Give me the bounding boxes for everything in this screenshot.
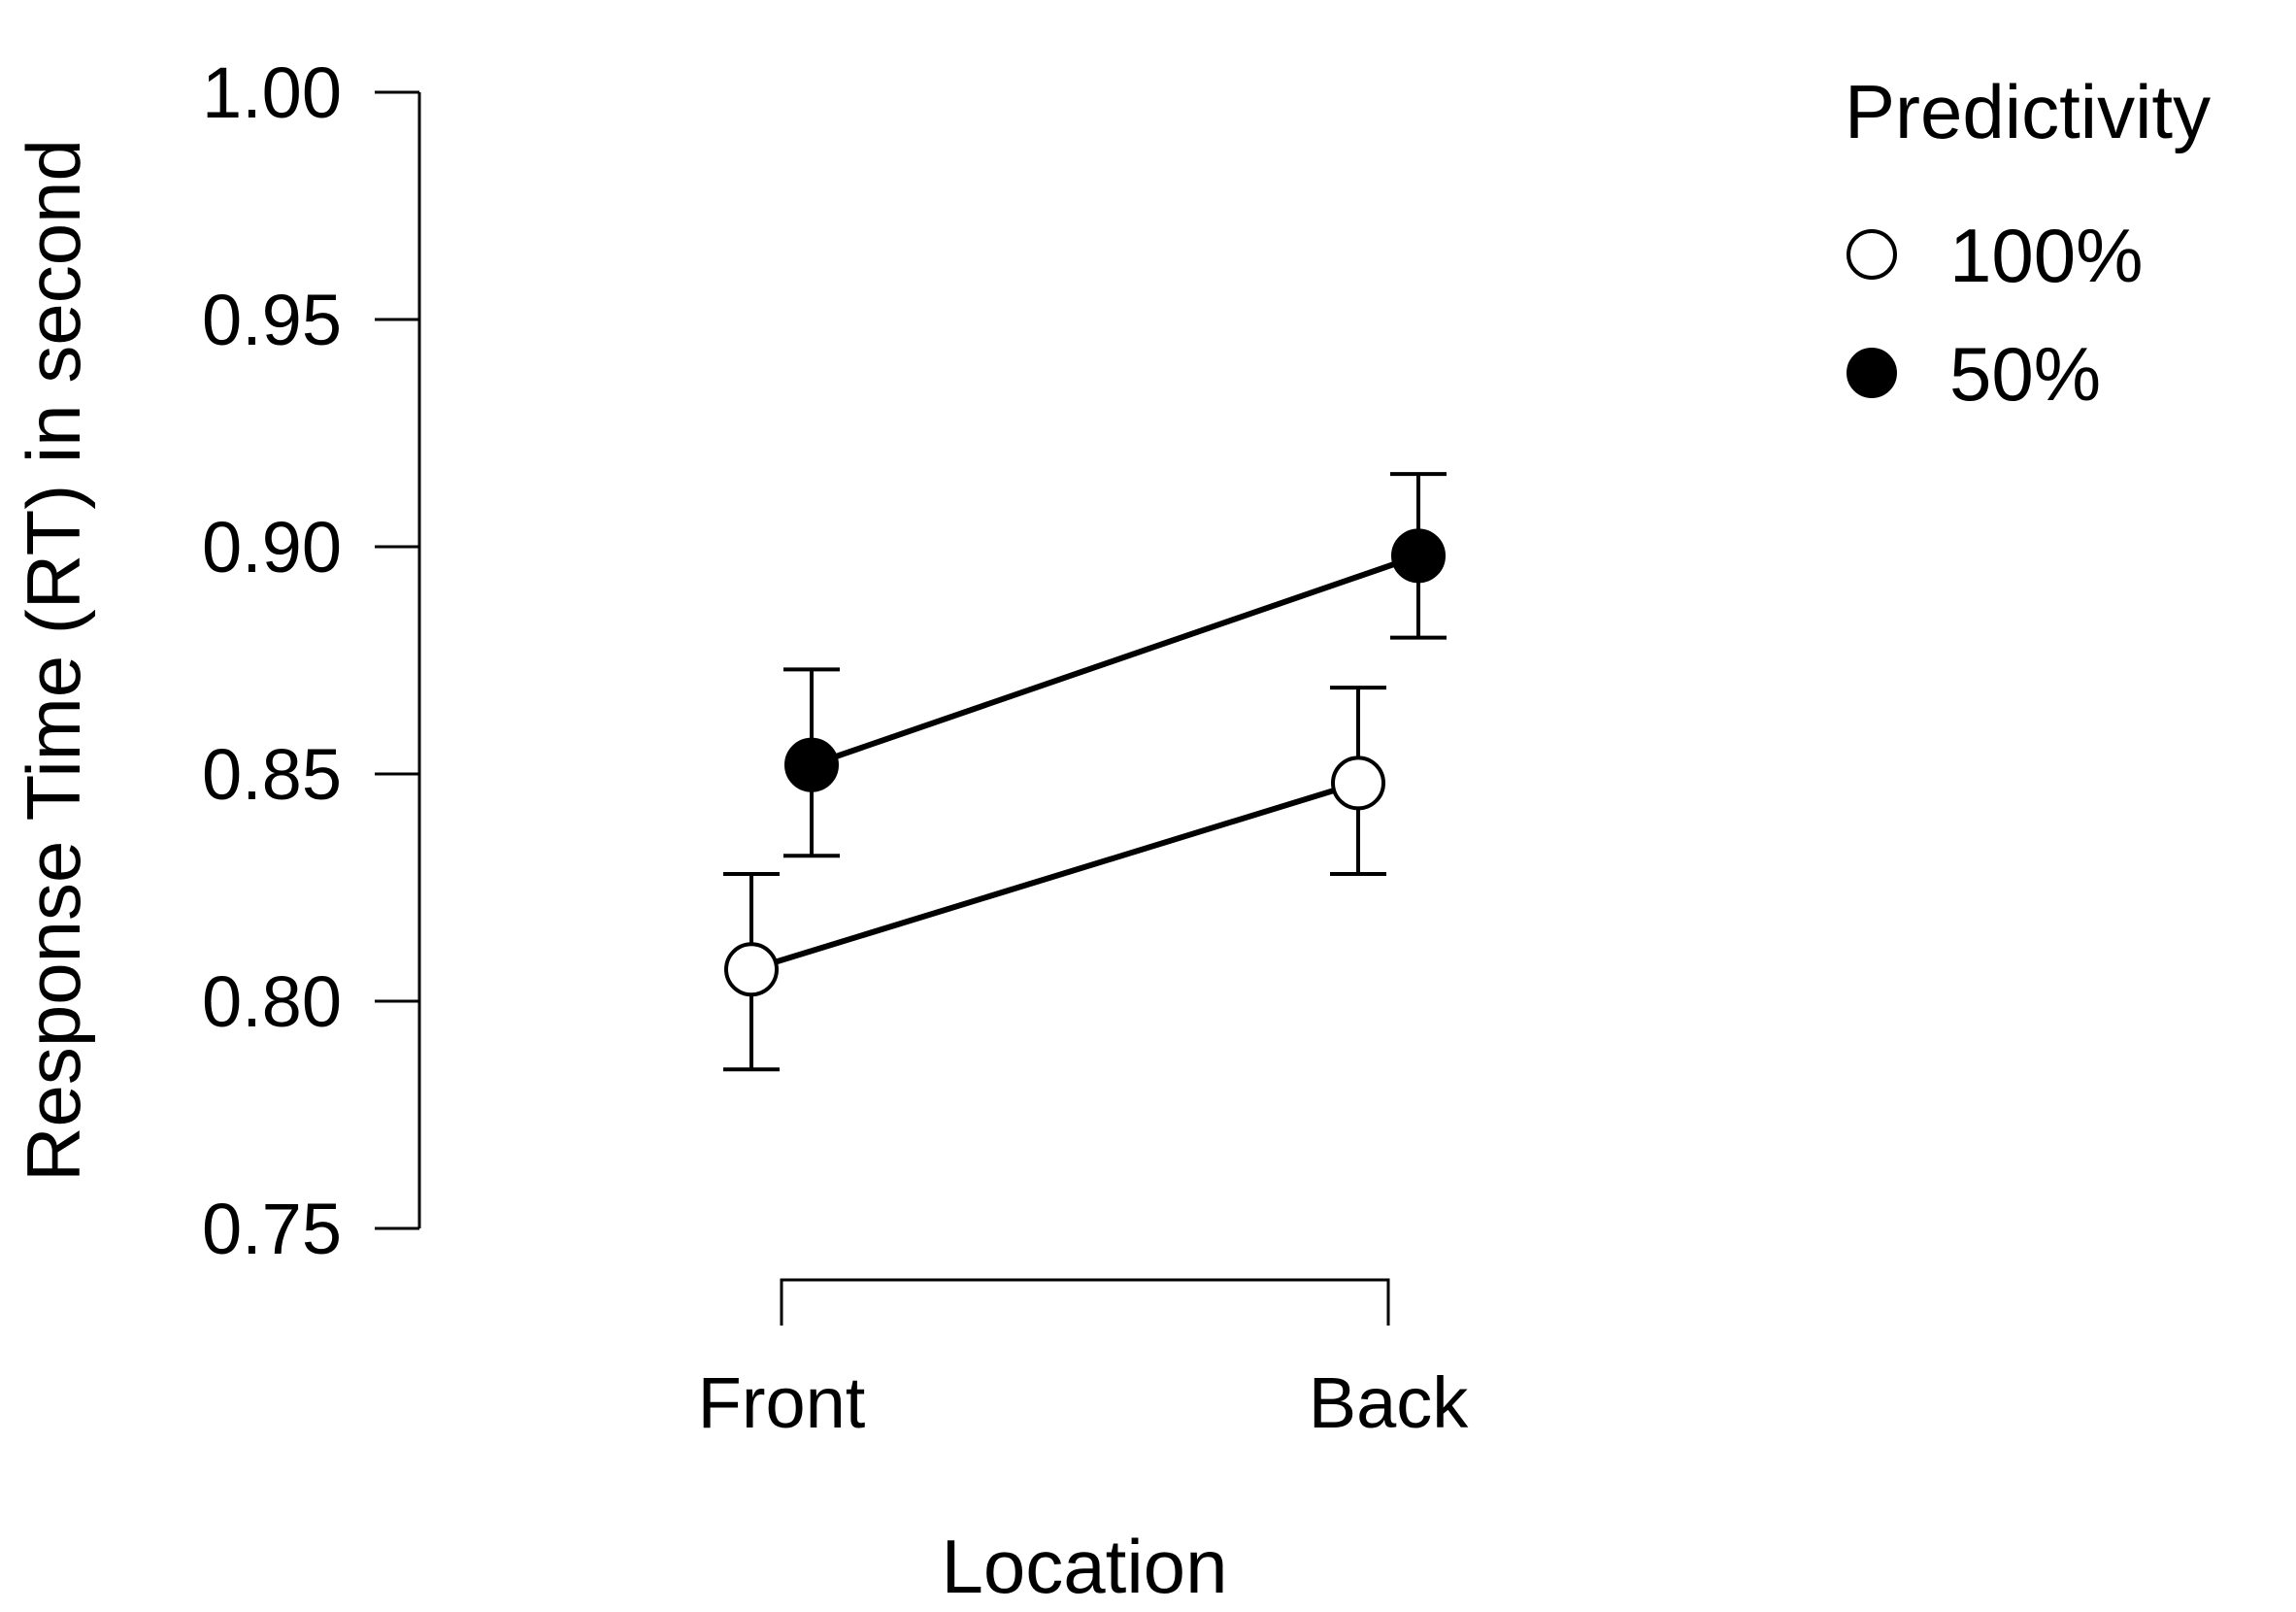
x-axis-line — [780, 1278, 1390, 1326]
x-tick-label: Front — [698, 1362, 866, 1443]
legend: Predictivity 100% 50% — [1845, 69, 2211, 417]
legend-entries: 100% 50% — [1847, 213, 2144, 417]
y-tick-label: 0.90 — [202, 507, 342, 588]
y-tick-label: 1.00 — [202, 52, 342, 133]
legend-label: 100% — [1949, 213, 2144, 298]
x-axis-ticks: Front Back — [698, 1362, 1470, 1443]
legend-title: Predictivity — [1845, 69, 2211, 154]
data-point — [1391, 528, 1446, 584]
series-2 — [783, 472, 1447, 858]
y-tick-label: 0.80 — [202, 961, 342, 1042]
data-point — [724, 942, 779, 997]
y-axis-ticks: 0.75 0.80 0.85 0.90 0.95 1.00 — [202, 52, 419, 1269]
legend-marker — [1847, 348, 1897, 398]
series-1 — [723, 686, 1386, 1072]
x-tick-label: Back — [1309, 1362, 1470, 1443]
y-tick-label: 0.95 — [202, 280, 342, 360]
series-line — [750, 780, 1359, 973]
y-tick-label: 0.75 — [202, 1189, 342, 1269]
series-group — [723, 472, 1447, 1072]
legend-marker — [1847, 229, 1897, 280]
data-point — [784, 737, 839, 792]
series-line — [811, 553, 1419, 768]
y-tick-label: 0.85 — [202, 734, 342, 815]
y-axis-title: Response Time (RT) in second — [11, 139, 96, 1182]
x-axis-title: Location — [942, 1524, 1228, 1609]
data-point — [1331, 756, 1385, 811]
legend-label: 50% — [1949, 331, 2101, 417]
